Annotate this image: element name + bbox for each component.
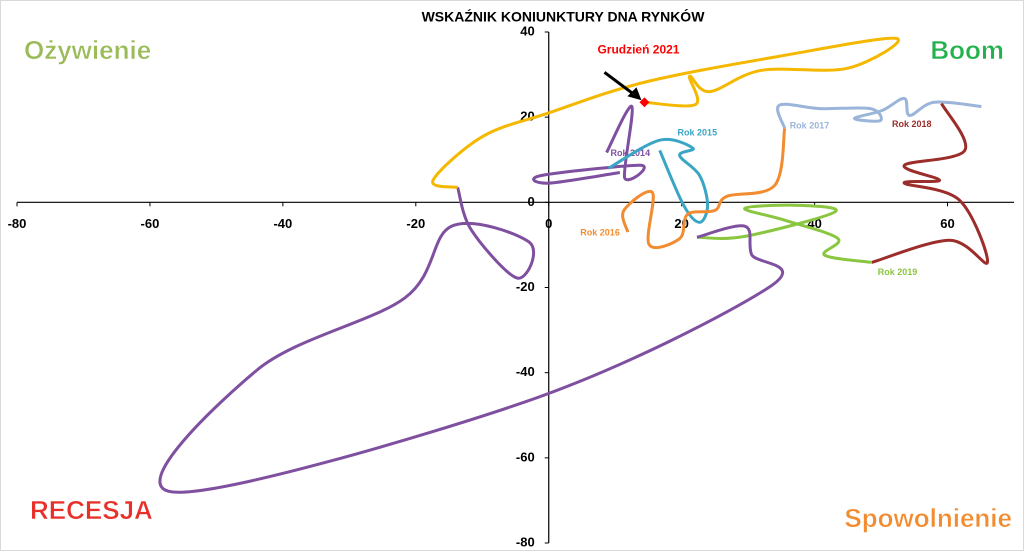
quadrant-label: Boom (930, 35, 1004, 65)
x-tick-label: 0 (545, 216, 552, 231)
series-line (158, 186, 785, 494)
x-tick-label: -40 (273, 216, 292, 231)
series-line (696, 203, 872, 264)
y-tick-label: -60 (516, 449, 535, 464)
series-label: Rok 2018 (892, 119, 932, 129)
x-tick-label: -60 (141, 216, 160, 231)
x-tick-label: -20 (406, 216, 425, 231)
quadrant-label: Ożywienie (24, 35, 151, 65)
y-tick-label: -20 (516, 279, 535, 294)
quadrant-label: RECESJA (30, 495, 153, 525)
quadrant-label: Spowolnienie (844, 503, 1012, 533)
x-tick-label: 60 (940, 216, 954, 231)
x-tick-label: -80 (8, 216, 27, 231)
annotation-arrow (603, 71, 638, 98)
y-tick-label: 0 (527, 194, 534, 209)
annotation-text: Grudzień 2021 (597, 42, 679, 56)
chart-title: WSKAŹNIK KONIUNKTURY DNA RYNKÓW (422, 8, 706, 25)
series-line (871, 102, 989, 265)
series-line (621, 127, 787, 250)
y-tick-label: -80 (516, 534, 535, 549)
series-line (431, 36, 900, 189)
annotation-marker (639, 97, 650, 108)
series-label: Rok 2017 (790, 121, 830, 131)
series-label: Rok 2015 (678, 128, 718, 138)
y-tick-label: 40 (520, 23, 534, 38)
series-label: Rok 2016 (580, 228, 620, 238)
series-line (776, 96, 982, 129)
series-label: Rok 2019 (878, 267, 918, 277)
series-line (532, 105, 646, 185)
series-label: Rok 2014 (611, 148, 651, 158)
y-tick-label: -40 (516, 364, 535, 379)
annotation-arrowhead (627, 87, 642, 101)
